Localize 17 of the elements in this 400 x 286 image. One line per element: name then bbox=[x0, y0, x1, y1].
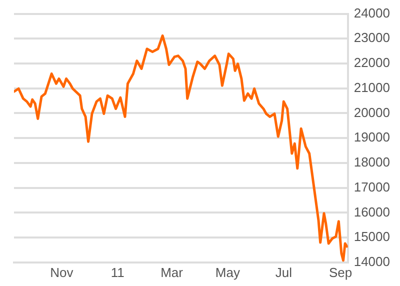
x-tick-label: May bbox=[215, 264, 240, 280]
y-tick-label: 14000 bbox=[354, 254, 390, 269]
y-tick-label: 24000 bbox=[354, 5, 390, 20]
x-tick-label: Nov bbox=[50, 264, 74, 280]
y-tick-label: 15000 bbox=[354, 229, 390, 244]
y-tick-label: 23000 bbox=[354, 30, 390, 46]
y-tick-label: 22000 bbox=[354, 55, 390, 70]
y-tick-label: 20000 bbox=[354, 104, 390, 120]
y-tick-label: 16000 bbox=[354, 204, 390, 220]
y-tick-label: 19000 bbox=[354, 130, 390, 145]
y-tick-label: 21000 bbox=[354, 80, 390, 95]
y-tick-label: 18000 bbox=[354, 154, 390, 170]
x-tick-label: 11 bbox=[110, 264, 124, 280]
y-tick-label: 17000 bbox=[354, 179, 390, 194]
x-tick-label: Mar bbox=[160, 264, 184, 280]
x-tick-label: Sep bbox=[328, 264, 352, 280]
x-tick-label: Jul bbox=[275, 264, 292, 280]
